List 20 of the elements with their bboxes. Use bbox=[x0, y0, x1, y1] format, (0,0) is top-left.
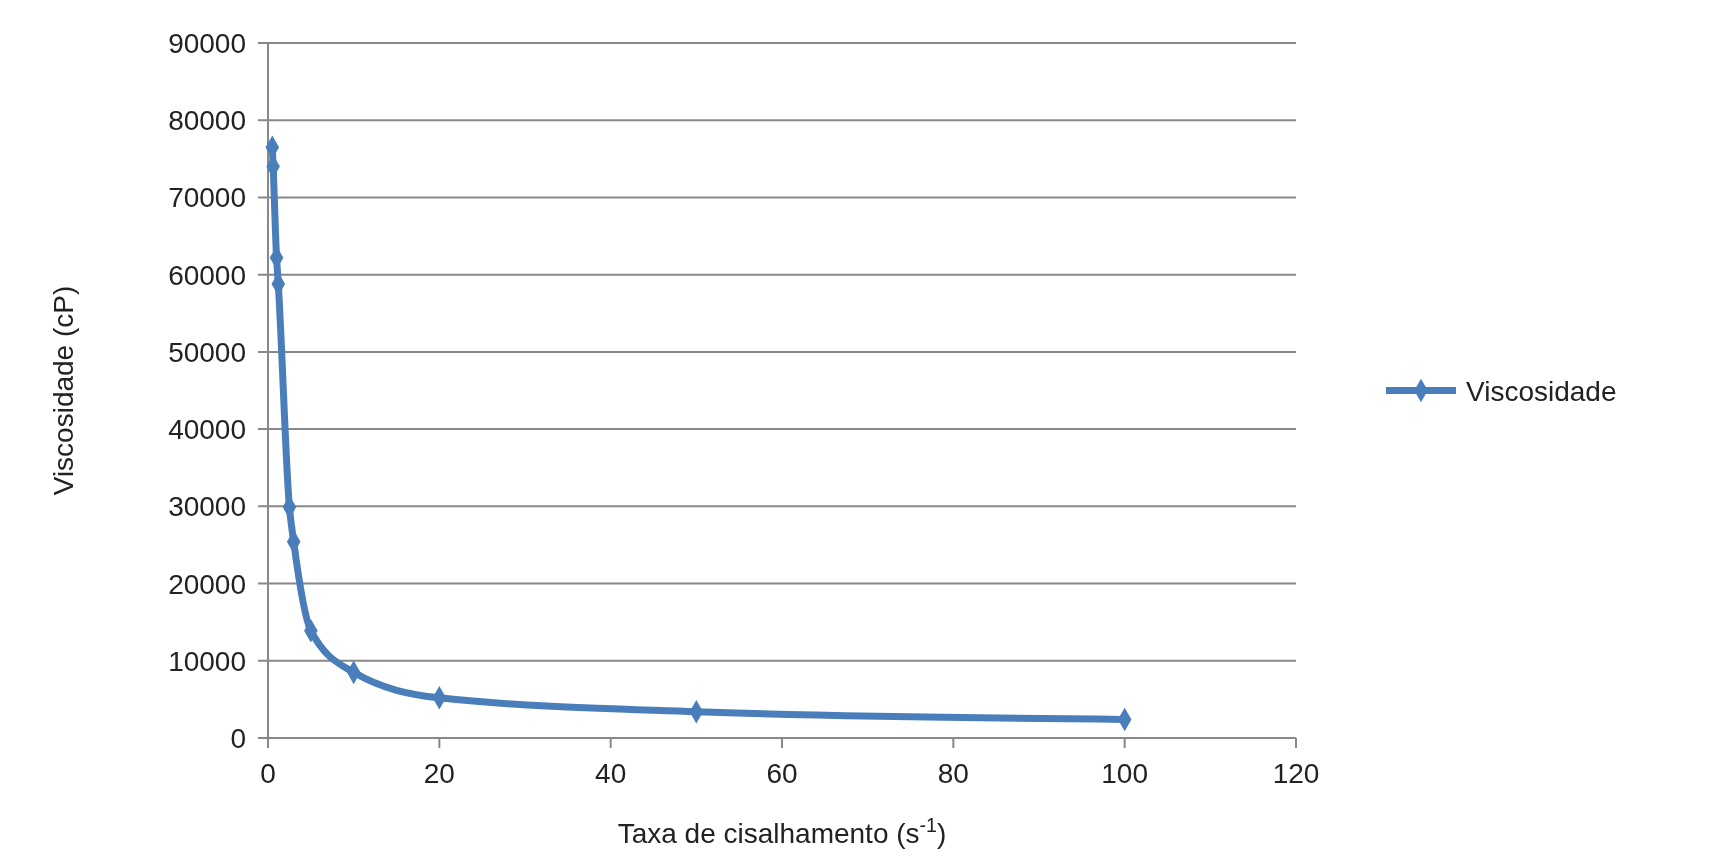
y-tick-label: 10000 bbox=[168, 645, 246, 677]
y-tick-label: 60000 bbox=[168, 259, 246, 291]
y-tick-label: 0 bbox=[230, 723, 246, 754]
x-tick-label: 0 bbox=[260, 758, 276, 789]
y-tick-label: 20000 bbox=[168, 568, 246, 600]
y-tick-label: 30000 bbox=[168, 491, 246, 523]
y-tick-label: 80000 bbox=[168, 105, 246, 137]
x-tick-label: 20 bbox=[423, 758, 455, 789]
x-tick-label: 40 bbox=[595, 758, 627, 789]
y-tick-label: 40000 bbox=[168, 414, 246, 446]
x-tick-label: 60 bbox=[766, 758, 798, 789]
x-tick-label: 120 bbox=[1272, 758, 1320, 789]
y-axis-title: Viscosidade (cP) bbox=[48, 285, 79, 496]
legend-label: Viscosidade bbox=[1466, 375, 1617, 407]
y-tick-label: 90000 bbox=[168, 28, 246, 59]
x-tick-label: 80 bbox=[937, 758, 969, 789]
x-axis-title: Taxa de cisalhamento (s$^{-1}$) bbox=[617, 814, 947, 849]
y-tick-label: 50000 bbox=[168, 336, 246, 368]
y-tick-label: 70000 bbox=[168, 182, 246, 214]
x-tick-label: 100 bbox=[1101, 758, 1149, 789]
